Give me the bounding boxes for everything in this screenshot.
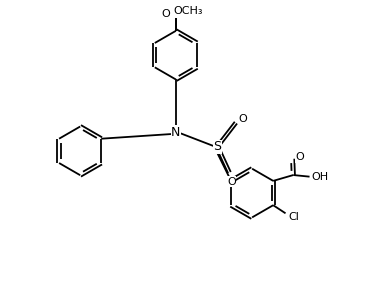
Text: N: N — [171, 126, 181, 139]
Text: O: O — [227, 177, 236, 187]
Text: O: O — [296, 152, 304, 162]
Text: O: O — [162, 9, 170, 19]
Text: Cl: Cl — [288, 212, 299, 222]
Text: OH: OH — [311, 172, 329, 182]
Text: O: O — [239, 114, 247, 124]
Text: S: S — [213, 140, 222, 153]
Text: OCH₃: OCH₃ — [174, 6, 203, 16]
